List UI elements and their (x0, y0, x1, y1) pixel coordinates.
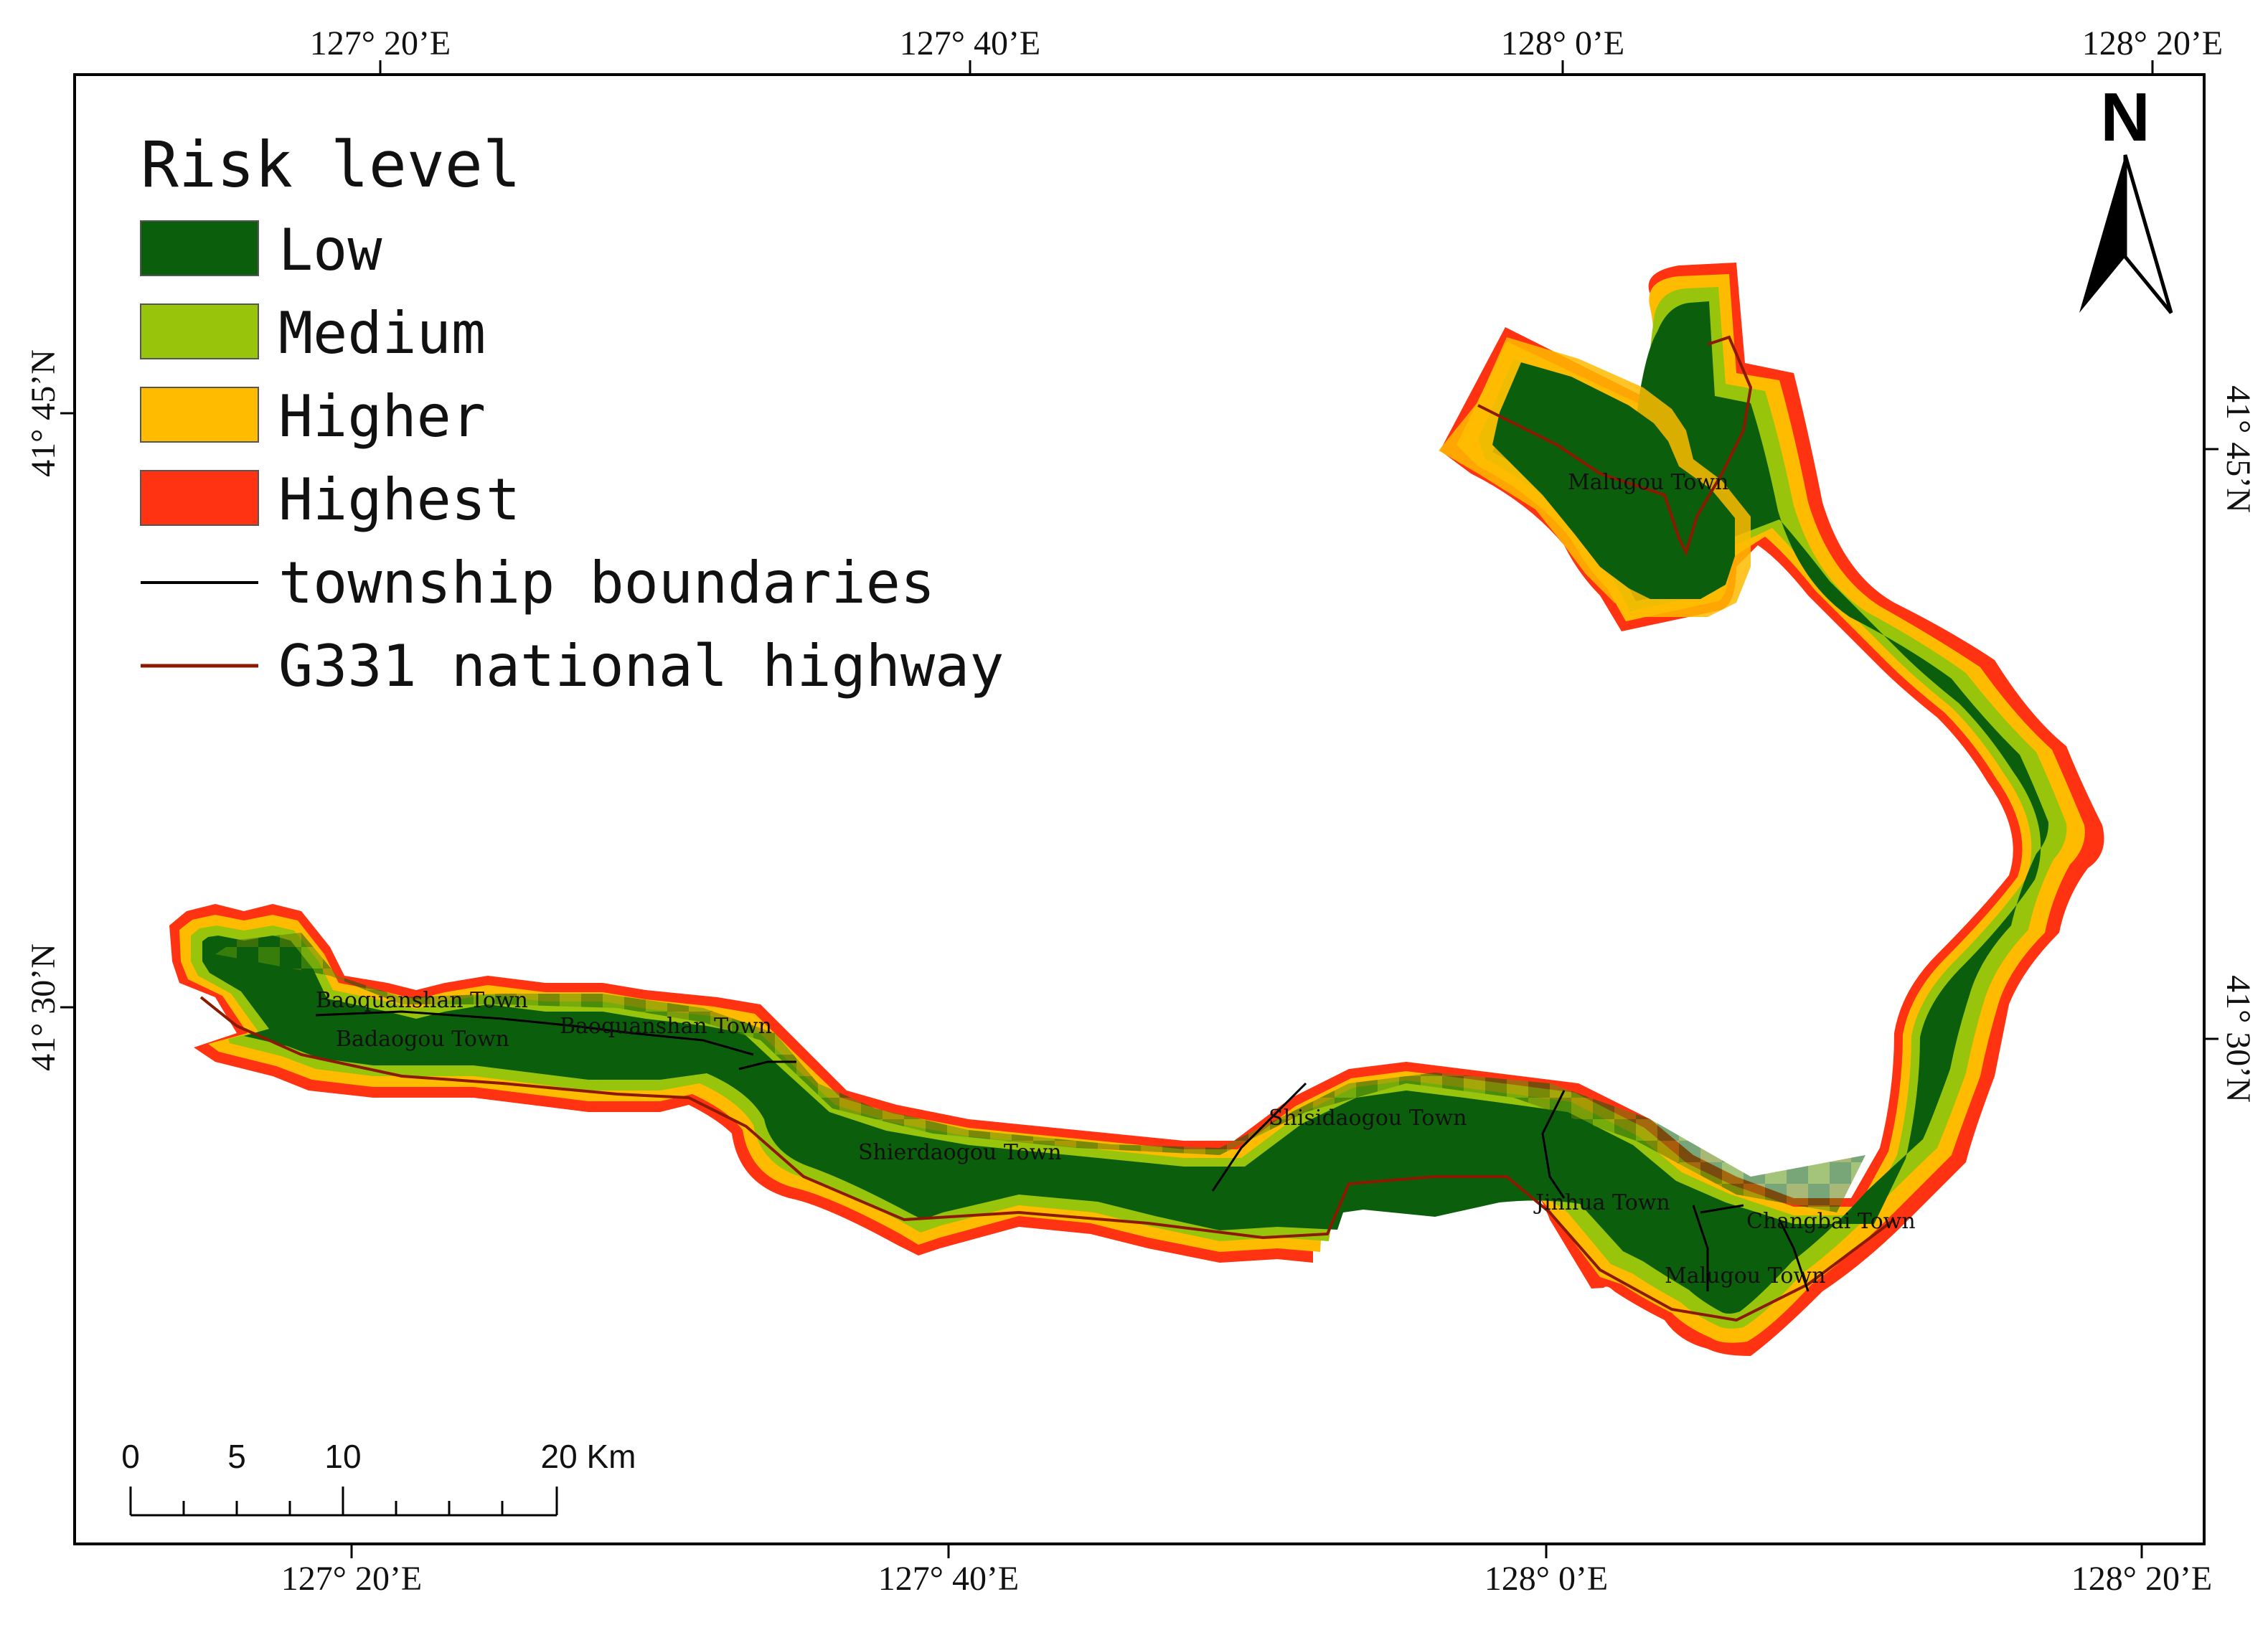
graticule-left-2: 41° 30’N (24, 943, 62, 1071)
legend-swatch-low (140, 220, 259, 276)
town-label-6: Shisidaogou Town (1269, 1106, 1467, 1131)
risk-zone-low-core (202, 301, 2049, 1314)
scale-bar-ticks (129, 1487, 558, 1517)
legend-label-highway: G331 national highway (278, 633, 1004, 700)
map-frame (73, 73, 2206, 1545)
town-labels: Malugou Town Baoquanshan Town Badaogou T… (316, 470, 1916, 1289)
scale-label-10: 10 (324, 1438, 361, 1475)
legend-label-medium: Medium (278, 300, 486, 367)
scale-label-0: 0 (121, 1438, 140, 1475)
graticule-ticks (60, 60, 2218, 1558)
town-label-8: Changbai Town (1746, 1209, 1916, 1234)
legend-label-township: township boundaries (278, 550, 935, 616)
town-label-4: Baoquanshan Town (560, 1014, 772, 1039)
legend-swatch-highest (140, 470, 259, 526)
graticule-top-2: 127° 40’E (900, 24, 1041, 62)
town-label-5: Shierdaogou Town (858, 1140, 1062, 1165)
risk-zone-north-loop-core (1492, 362, 1735, 599)
north-arrow: N (2079, 79, 2173, 314)
legend-swatch-medium (140, 303, 259, 359)
graticule-bottom-4: 128° 20’E (2071, 1560, 2213, 1598)
legend-swatch-higher (140, 387, 259, 443)
graticule-top-1: 127° 20’E (310, 24, 451, 62)
risk-zone (169, 263, 2104, 1356)
township-boundaries (315, 1010, 1810, 1292)
graticule-bottom-3: 128° 0’E (1484, 1560, 1609, 1598)
legend-title: Risk level (141, 128, 521, 202)
legend-label-low: Low (278, 217, 382, 283)
scale-label-20: 20 Km (541, 1438, 636, 1475)
town-label-2: Baoquanshan Town (316, 988, 528, 1013)
risk-zone-block-texture (215, 933, 1865, 1212)
town-label-1: Malugou Town (1568, 470, 1728, 495)
north-arrow-label: N (2100, 79, 2150, 156)
highway-g331 (199, 335, 1896, 1322)
graticule-top-4: 128° 20’E (2082, 24, 2224, 62)
town-label-9: Malugou Town (1665, 1263, 1825, 1289)
scale-label-5: 5 (227, 1438, 246, 1475)
north-arrow-left-half (2079, 155, 2125, 313)
legend-label-highest: Highest (278, 466, 520, 533)
graticule-bottom-1: 127° 20’E (281, 1560, 423, 1598)
graticule-right-2: 41° 30’N (2219, 975, 2257, 1103)
legend: Risk level Low Medium Higher Highest tow… (140, 128, 1004, 700)
graticule-bottom-2: 127° 40’E (878, 1560, 1020, 1598)
town-label-7: Jinhua Town (1533, 1190, 1670, 1215)
legend-label-higher: Higher (278, 383, 486, 450)
north-arrow-right-half (2123, 154, 2173, 314)
graticule-right-1: 41° 45’N (2219, 385, 2257, 513)
graticule-top-3: 128° 0’E (1501, 24, 1625, 62)
town-label-3: Badaogou Town (336, 1027, 509, 1052)
graticule-left-1: 41° 45’N (24, 349, 62, 477)
scale-bar: 0 5 10 20 Km (121, 1438, 636, 1517)
